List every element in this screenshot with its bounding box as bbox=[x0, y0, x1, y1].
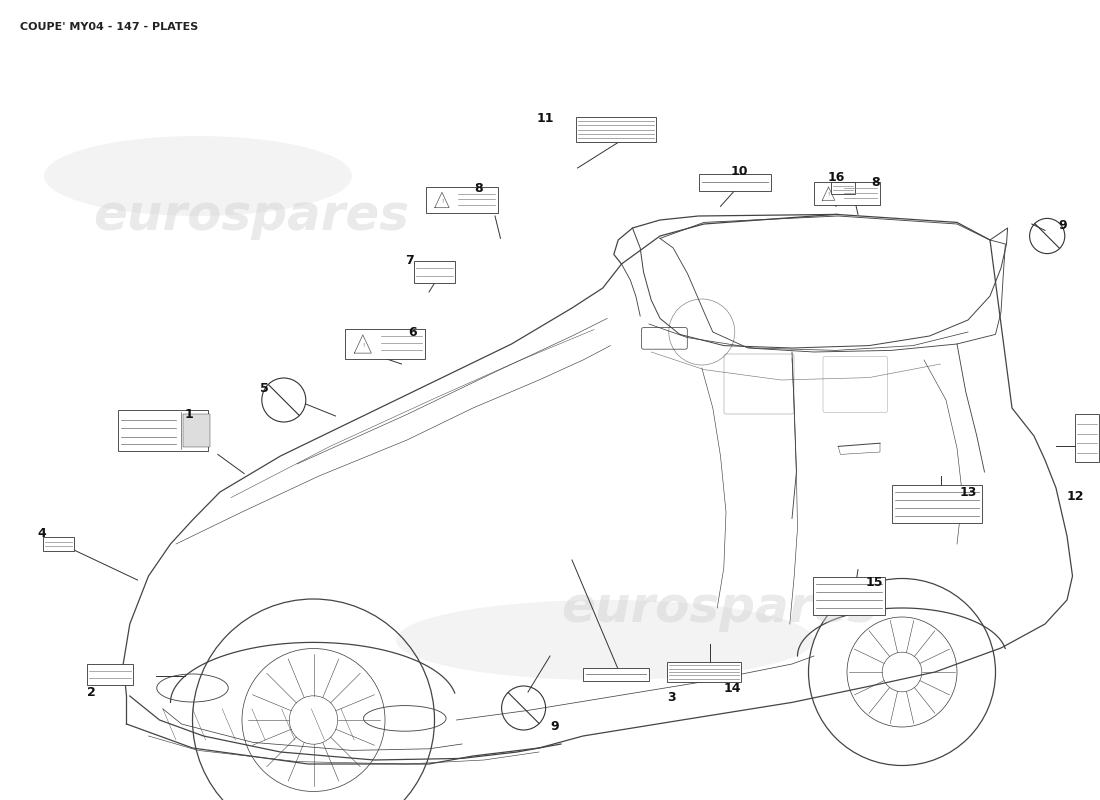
Bar bbox=[892, 485, 982, 523]
Text: 15: 15 bbox=[866, 576, 883, 589]
Text: 3: 3 bbox=[667, 691, 675, 704]
Text: 7: 7 bbox=[405, 254, 414, 266]
Text: !: ! bbox=[362, 343, 364, 348]
Text: eurospares: eurospares bbox=[94, 192, 409, 240]
Bar bbox=[667, 662, 741, 682]
Text: eurospares: eurospares bbox=[561, 584, 877, 632]
Bar bbox=[700, 174, 770, 191]
Bar bbox=[118, 410, 208, 451]
Ellipse shape bbox=[44, 136, 352, 216]
Text: 8: 8 bbox=[474, 182, 483, 195]
Text: 2: 2 bbox=[87, 686, 96, 698]
Text: 5: 5 bbox=[260, 382, 268, 394]
Text: 8: 8 bbox=[871, 176, 880, 189]
Bar bbox=[814, 182, 880, 205]
Text: 14: 14 bbox=[724, 682, 741, 694]
Bar bbox=[814, 577, 884, 615]
Text: 12: 12 bbox=[1067, 490, 1085, 502]
Text: 6: 6 bbox=[408, 326, 417, 338]
Bar bbox=[183, 414, 210, 447]
Text: !: ! bbox=[441, 198, 443, 204]
Text: COUPE' MY04 - 147 - PLATES: COUPE' MY04 - 147 - PLATES bbox=[20, 22, 198, 32]
Text: 9: 9 bbox=[550, 720, 559, 733]
Text: !: ! bbox=[827, 192, 829, 198]
Text: 11: 11 bbox=[537, 112, 554, 125]
Text: 9: 9 bbox=[1058, 219, 1067, 232]
Text: 13: 13 bbox=[959, 486, 977, 498]
Bar bbox=[576, 117, 656, 142]
Text: 16: 16 bbox=[827, 171, 845, 184]
Bar bbox=[43, 537, 74, 551]
Text: 10: 10 bbox=[730, 165, 748, 178]
Bar bbox=[345, 329, 425, 359]
Text: 4: 4 bbox=[37, 527, 46, 540]
Bar bbox=[830, 182, 855, 194]
Ellipse shape bbox=[396, 600, 814, 680]
Bar bbox=[87, 664, 133, 685]
Bar bbox=[427, 187, 497, 213]
Bar bbox=[583, 667, 649, 682]
Text: 1: 1 bbox=[185, 408, 194, 421]
Bar bbox=[414, 261, 455, 283]
FancyBboxPatch shape bbox=[641, 328, 688, 349]
Bar bbox=[1075, 414, 1099, 462]
